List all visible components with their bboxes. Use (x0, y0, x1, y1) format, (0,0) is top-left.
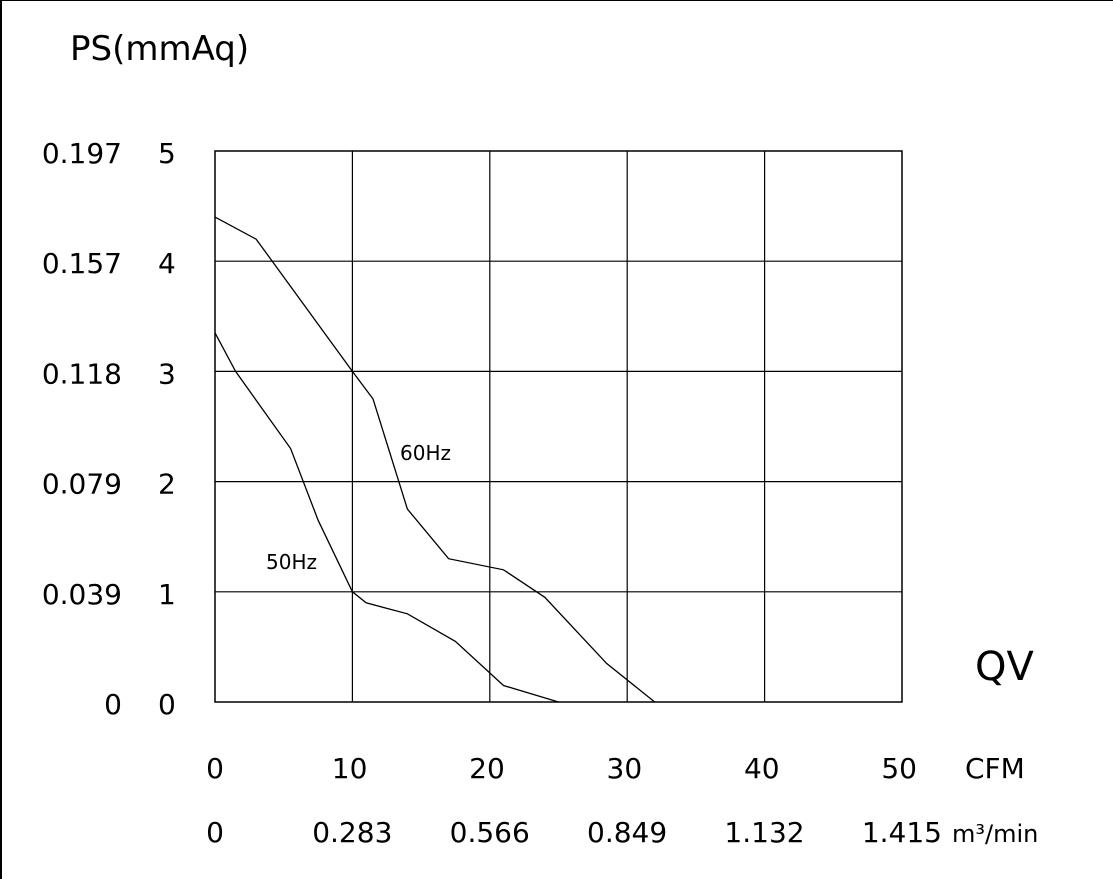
y-tick-label: 1 (158, 578, 176, 611)
y-tick-label-secondary: 0.118 (42, 357, 122, 390)
x-tick-label: 20 (469, 752, 505, 785)
x-tick-label-secondary: 1.132 (724, 816, 804, 849)
y-tick-label: 2 (158, 468, 176, 501)
x-tick-label: 30 (607, 752, 643, 785)
y-tick-label: 4 (158, 247, 176, 280)
series-line-50hz (214, 332, 559, 703)
x-tick-label-secondary: 0.849 (587, 816, 667, 849)
grid (214, 150, 903, 703)
x-tick-label-secondary: 1.415 (862, 816, 942, 849)
y-axis-label: PS(mmAq) (70, 29, 249, 69)
x-tick-label-secondary: 0.566 (450, 816, 530, 849)
series-line-60hz (214, 216, 656, 703)
y-tick-label: 0 (158, 688, 176, 721)
y-tick-label-secondary: 0.197 (42, 137, 122, 170)
y-tick-labels: 0 1 2 3 4 5 (158, 137, 176, 721)
x-axis-label: QV (975, 644, 1034, 690)
y-tick-label-secondary: 0.157 (42, 247, 122, 280)
y-tick-label-secondary: 0.039 (42, 578, 122, 611)
x-unit-secondary: m³/min (952, 820, 1038, 848)
x-tick-labels: 0 10 20 30 40 50 (206, 752, 917, 785)
x-tick-label: 50 (881, 752, 917, 785)
x-unit-primary: CFM (965, 752, 1025, 785)
x-tick-labels-secondary: 0 0.283 0.566 0.849 1.132 1.415 (206, 816, 942, 849)
y-tick-label-secondary: 0 (104, 688, 122, 721)
series-label-50hz: 50Hz (266, 550, 317, 574)
series-lines (214, 216, 656, 703)
x-tick-label: 0 (206, 752, 224, 785)
y-tick-label: 5 (158, 137, 176, 170)
y-tick-labels-secondary: 0 0.039 0.079 0.118 0.157 0.197 (42, 137, 122, 721)
x-tick-label-secondary: 0.283 (312, 816, 392, 849)
plot-border (214, 150, 903, 703)
y-tick-label: 3 (158, 357, 176, 390)
series-labels: 60Hz 50Hz (266, 441, 451, 574)
y-tick-label-secondary: 0.079 (42, 468, 122, 501)
x-tick-label-secondary: 0 (206, 816, 224, 849)
x-tick-label: 10 (332, 752, 368, 785)
x-tick-label: 40 (744, 752, 780, 785)
series-label-60hz: 60Hz (400, 441, 451, 465)
